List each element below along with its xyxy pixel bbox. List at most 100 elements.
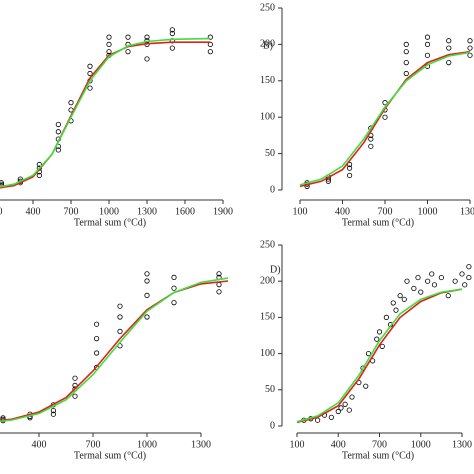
data-point — [72, 382, 78, 388]
data-point — [87, 70, 93, 77]
data-point — [171, 285, 177, 291]
data-point — [325, 178, 331, 184]
data-point — [72, 375, 78, 381]
y-tick-label: 100 — [260, 111, 275, 122]
fit-curve — [0, 41, 211, 189]
data-point — [390, 300, 396, 306]
fit-curve — [0, 280, 229, 422]
data-point — [418, 289, 424, 295]
x-axis-label: Termal sum (°Cd) — [74, 217, 146, 228]
data-point — [467, 52, 473, 58]
data-point — [36, 172, 42, 179]
data-point — [36, 161, 42, 168]
data-point — [429, 271, 435, 277]
data-point — [431, 282, 438, 288]
data-point — [401, 296, 407, 302]
y-tick-label: 50 — [265, 148, 275, 159]
data-point — [415, 274, 421, 281]
data-point — [207, 34, 213, 40]
fit-curve — [299, 51, 471, 186]
data-point — [117, 314, 123, 320]
data-point — [467, 38, 473, 44]
x-tick-label: 100 — [293, 206, 308, 217]
data-point — [382, 100, 388, 106]
data-point — [144, 271, 150, 277]
data-point — [171, 299, 177, 306]
data-point — [171, 274, 177, 280]
data-point — [328, 414, 334, 420]
data-point — [383, 314, 389, 320]
x-tick-label: 1300 — [191, 439, 211, 450]
data-point — [144, 278, 150, 284]
data-point — [216, 289, 222, 295]
data-point — [106, 41, 112, 48]
data-point — [50, 407, 57, 414]
data-point — [397, 293, 403, 299]
data-point — [466, 264, 472, 270]
data-point — [411, 285, 417, 292]
y-tick-label: 200 — [260, 275, 275, 286]
x-tick-label: 400 — [335, 206, 350, 217]
data-point — [207, 49, 213, 55]
data-point — [117, 328, 123, 334]
data-point — [459, 271, 465, 277]
data-point — [403, 49, 409, 55]
data-point — [404, 278, 410, 284]
data-point — [365, 350, 372, 357]
y-tick-label: 0 — [270, 184, 275, 195]
data-point — [446, 45, 452, 51]
data-point — [349, 394, 355, 400]
data-point — [403, 41, 409, 48]
data-point — [72, 393, 78, 399]
y-tick-label: 250 — [260, 2, 275, 13]
x-tick-label: 1000 — [411, 439, 431, 450]
x-tick-label: 1600 — [175, 206, 195, 217]
y-tick-label: 200 — [260, 39, 275, 50]
data-point — [424, 52, 431, 58]
y-tick-label: 0 — [270, 420, 275, 431]
data-point — [424, 34, 431, 40]
panel-label: D) — [270, 264, 281, 275]
data-point — [368, 143, 374, 149]
data-point — [446, 38, 452, 44]
data-point — [68, 100, 74, 106]
data-point — [452, 278, 458, 284]
x-axis-label: Termal sum (°Cd) — [342, 450, 414, 461]
x-tick-label: 400 — [331, 439, 346, 450]
data-point — [169, 27, 175, 33]
data-point — [87, 85, 93, 91]
x-tick-label: 1300 — [137, 206, 157, 217]
data-point — [216, 271, 222, 277]
data-point — [346, 172, 353, 179]
data-point — [342, 401, 348, 407]
fit-curve — [296, 288, 463, 423]
y-tick-label: 150 — [260, 75, 275, 86]
data-point — [94, 335, 100, 342]
data-point — [393, 307, 399, 313]
x-tick-label: 700 — [64, 206, 79, 217]
data-point — [55, 121, 61, 128]
data-point — [315, 417, 321, 423]
y-tick-label: 100 — [260, 348, 275, 359]
x-tick-label: 400 — [26, 206, 41, 217]
x-tick-label: 1000 — [418, 206, 438, 217]
data-point — [403, 70, 409, 77]
fit-curve — [299, 50, 471, 188]
data-point — [467, 45, 473, 51]
data-point — [87, 63, 93, 69]
fit-curve — [0, 277, 229, 423]
x-tick-label: 400 — [32, 439, 47, 450]
data-point — [446, 59, 452, 66]
data-point — [338, 405, 344, 411]
data-point — [346, 165, 353, 171]
x-axis-label: Termal sum (°Cd) — [342, 217, 414, 228]
data-point — [379, 343, 385, 349]
data-point — [216, 281, 222, 288]
fit-curve — [0, 37, 211, 188]
data-point — [144, 314, 150, 320]
data-point — [445, 293, 451, 299]
x-tick-label: 1000 — [99, 206, 119, 217]
data-point — [125, 34, 131, 40]
data-point — [144, 34, 150, 40]
